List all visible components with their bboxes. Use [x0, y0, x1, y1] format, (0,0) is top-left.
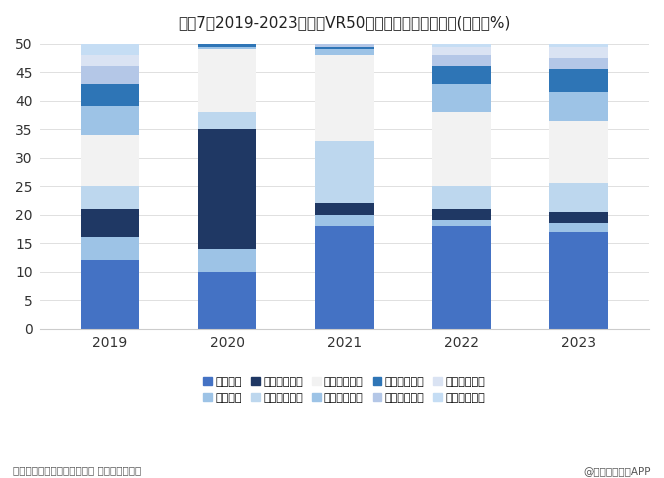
Bar [80, 260, 139, 329]
Title: 图表7：2019-2023年中国VR50强企业产业链分布情况(单位：%): 图表7：2019-2023年中国VR50强企业产业链分布情况(单位：%) [178, 15, 511, 30]
Bar [80, 66, 139, 84]
Bar [549, 43, 608, 46]
Bar [80, 238, 139, 260]
Bar [549, 69, 608, 92]
Bar [315, 55, 374, 141]
Bar [80, 43, 139, 55]
Text: 资料来源：虚拟现实产业联盟 前瞻产业研究院: 资料来源：虚拟现实产业联盟 前瞻产业研究院 [13, 466, 141, 476]
Bar [432, 66, 491, 84]
Bar [80, 107, 139, 135]
Bar [198, 272, 256, 329]
Bar [198, 249, 256, 272]
Bar [198, 49, 256, 112]
Text: @前瞻经济学人APP: @前瞻经济学人APP [583, 466, 651, 476]
Bar [549, 183, 608, 212]
Bar [432, 84, 491, 112]
Bar [432, 226, 491, 329]
Bar [315, 226, 374, 329]
Bar [198, 46, 256, 49]
Bar [549, 120, 608, 183]
Bar [80, 55, 139, 66]
Bar [198, 43, 256, 46]
Bar [549, 212, 608, 223]
Bar [315, 46, 374, 49]
Bar [315, 43, 374, 46]
Bar [549, 232, 608, 329]
Legend: 整机设备, 分发平台, 行业解决方案, 近眼显示技术, 开发工具软件, 教育培训应用, 文化旅游应用, 工业生产应用, 体育健康应用, 智慧城市应用: 整机设备, 分发平台, 行业解决方案, 近眼显示技术, 开发工具软件, 教育培训… [203, 377, 485, 403]
Bar [80, 209, 139, 238]
Bar [315, 203, 374, 215]
Bar [432, 186, 491, 209]
Bar [549, 223, 608, 232]
Bar [432, 220, 491, 226]
Bar [198, 112, 256, 129]
Bar [549, 46, 608, 58]
Bar [432, 112, 491, 186]
Bar [432, 55, 491, 66]
Bar [198, 129, 256, 249]
Bar [315, 141, 374, 203]
Bar [315, 215, 374, 226]
Bar [80, 186, 139, 209]
Bar [80, 84, 139, 107]
Bar [315, 49, 374, 55]
Bar [432, 209, 491, 220]
Bar [549, 92, 608, 120]
Bar [80, 135, 139, 186]
Bar [432, 43, 491, 46]
Bar [432, 46, 491, 55]
Bar [549, 58, 608, 69]
